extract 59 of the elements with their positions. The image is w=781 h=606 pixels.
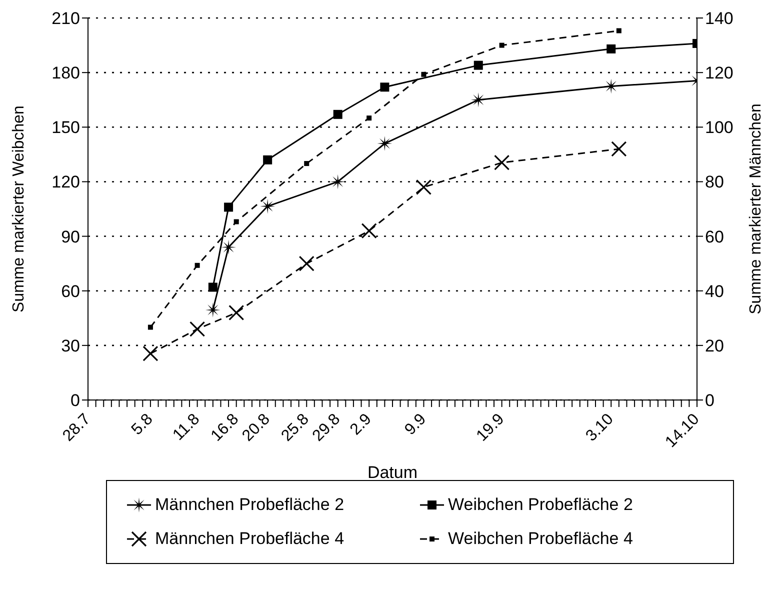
y-tick-label: 150 [52,118,80,138]
point [330,174,346,190]
point [234,219,239,224]
legend-label: Männchen Probefläche 2 [155,495,344,515]
y2-tick-label: 40 [705,282,724,301]
point [494,154,510,170]
point [298,256,314,272]
x-tick-label: 19.9 [474,410,508,445]
point [377,136,392,152]
y2-tick-label: 120 [705,64,734,83]
point [148,324,153,330]
point [416,179,432,195]
legend-label: Männchen Probefläche 4 [155,529,344,549]
y2-tick-label: 0 [705,391,714,410]
x-tick-label: 3.10 [582,410,618,445]
point [208,282,218,292]
y-tick-label: 30 [61,336,80,356]
point [606,44,616,54]
point [224,202,234,212]
point [474,60,483,70]
point [260,198,276,214]
y2-tick-label: 20 [705,336,724,356]
point [499,42,504,48]
point [380,82,390,92]
x-tick-label: 11.8 [170,410,204,444]
point [221,240,236,255]
point [142,346,158,362]
legend-label: Weibchen Probefläche 2 [448,495,633,515]
x-tick-label: 5.8 [128,410,156,439]
point [611,141,627,157]
point [205,302,220,318]
point [190,321,206,337]
point [228,304,244,320]
y-tick-label: 210 [52,9,80,28]
point [361,223,377,239]
point [421,72,426,77]
x-axis-title: Datum [367,463,418,482]
point [616,28,622,34]
legend-label: Weibchen Probefläche 4 [448,529,633,549]
y2-tick-label: 140 [705,9,734,28]
point [304,161,310,166]
point [333,110,342,119]
y2-tick-label: 80 [705,172,724,192]
y-tick-label: 0 [70,391,80,410]
y-axis-title: Summe markierter Weibchen [10,106,28,312]
y-tick-label: 120 [52,172,80,192]
y-tick-label: 90 [61,227,80,246]
y2-axis-title: Summe markierter Männchen [748,104,765,314]
x-tick-label: 9.9 [402,410,430,439]
point [470,92,486,108]
x-tick-label: 16.8 [208,410,242,445]
y2-tick-label: 60 [705,227,724,246]
y-tick-label: 180 [52,64,80,83]
y-tick-label: 60 [61,282,80,301]
point [194,262,200,268]
point [366,116,372,121]
point [263,155,272,164]
y2-tick-label: 100 [705,118,734,138]
x-tick-label: 2.9 [347,410,375,439]
